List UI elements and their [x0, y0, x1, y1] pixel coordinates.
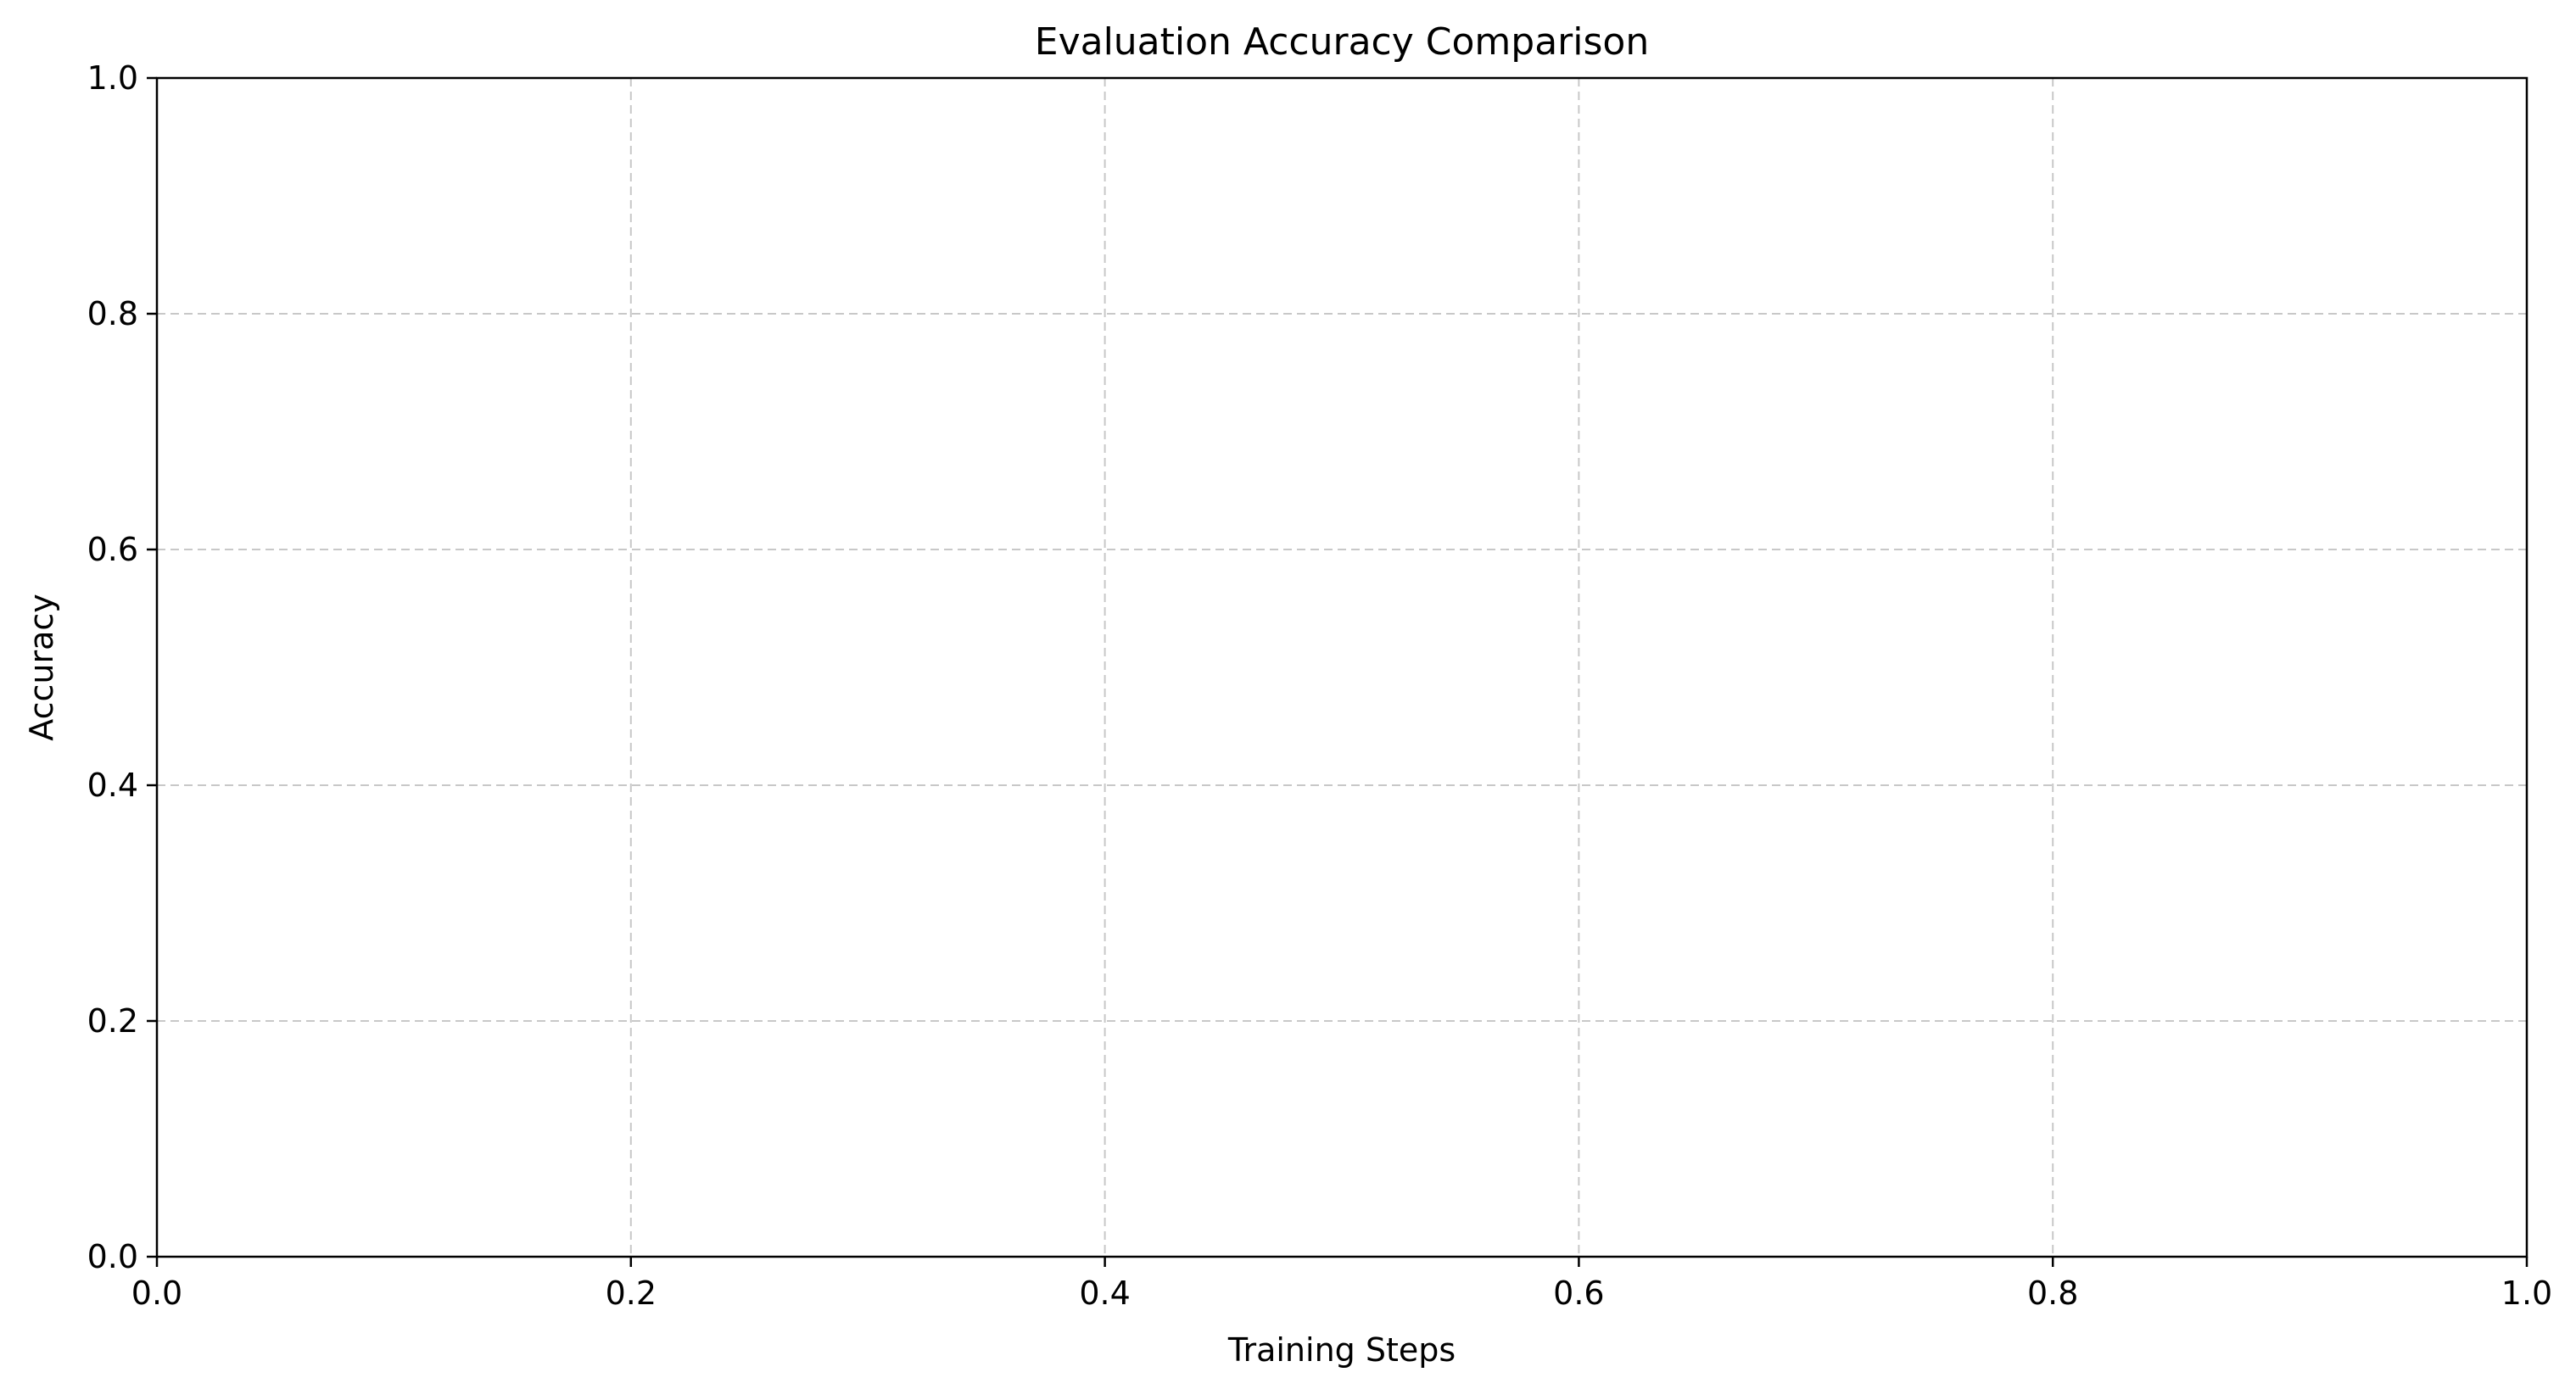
plot-frame: [155, 76, 2529, 1258]
grid: [157, 78, 2527, 1257]
y-tick-label: 0.2: [87, 1002, 138, 1040]
x-tick-label: 0.8: [2027, 1275, 2078, 1312]
y-axis-label: Accuracy: [23, 594, 60, 741]
x-tick-label: 0.6: [1553, 1275, 1604, 1312]
y-tick-label: 1.0: [87, 59, 138, 97]
x-tick-label: 1.0: [2501, 1275, 2552, 1312]
ticks: 0.0 0.2 0.4 0.6 0.8 1.0 0.0 0.2 0.4 0.6 0.8 1.0: [87, 59, 2553, 1312]
y-tick-label: 0.0: [87, 1238, 138, 1275]
chart-title: Evaluation Accuracy Comparison: [1035, 20, 1649, 64]
y-tick-label: 0.4: [87, 767, 138, 804]
y-tick-label: 0.8: [87, 295, 138, 332]
x-tick-label: 0.0: [131, 1275, 182, 1312]
x-axis-label: Training Steps: [1227, 1331, 1456, 1369]
x-tick-label: 0.2: [606, 1275, 657, 1312]
x-tick-label: 0.4: [1079, 1275, 1130, 1312]
y-tick-label: 0.6: [87, 531, 138, 568]
